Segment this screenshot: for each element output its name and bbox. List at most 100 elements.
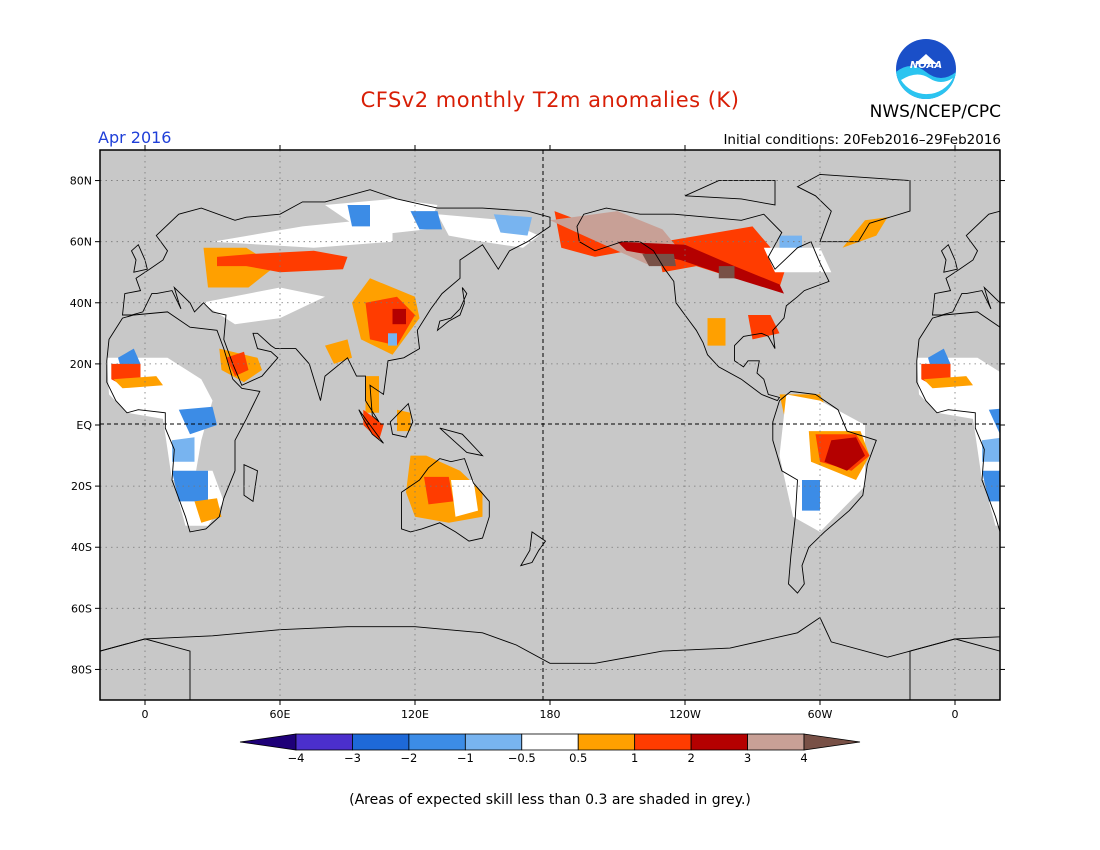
- anomaly-patch: [0, 394, 55, 532]
- anomaly-patch: [410, 211, 442, 230]
- noaa-logo: NOAA: [896, 39, 956, 99]
- anomaly-patch: [824, 437, 865, 471]
- colorbar-segment: [690, 733, 748, 751]
- axis-ticks: 80N 60N 40N 20N EQ 20S 40S 60S 80S 0 60E 120E 180 120…: [70, 145, 1005, 721]
- anomaly-patch: [0, 394, 21, 440]
- coastline-southamerica: [0, 391, 66, 593]
- colorbar-high-arrow: [803, 733, 861, 751]
- colorbar-label: 2: [687, 751, 694, 765]
- lat-label: 20N: [70, 358, 92, 371]
- lat-label: 40N: [70, 297, 92, 310]
- lat-label: 60S: [71, 602, 92, 615]
- coastline-antarctica: [100, 616, 1000, 700]
- anomaly-patch: [1011, 288, 1100, 325]
- anomaly-patch: [0, 431, 59, 480]
- colorbar: −4 −3 −2 −1 −0.5 0.5 1 2 3 4: [239, 733, 861, 765]
- coastline-greatbritain: [130, 243, 148, 273]
- anomaly-patch: [226, 351, 249, 377]
- anomaly-patches: [0, 198, 1100, 532]
- colorbar-label: 1: [631, 751, 638, 765]
- coastline-madagascar: [243, 464, 258, 503]
- agency-label: NWS/NCEP/CPC: [869, 102, 1001, 122]
- anomaly-patch: [1023, 217, 1100, 248]
- colorbar-label: −1: [457, 751, 474, 765]
- anomaly-patch: [15, 437, 56, 471]
- anomaly-patch: [763, 247, 832, 273]
- anomaly-patch: [988, 408, 1000, 435]
- anomaly-patch: [718, 266, 735, 279]
- colorbar-label: −0.5: [508, 751, 536, 765]
- anomaly-patch: [113, 376, 163, 389]
- coastline-newguinea: [439, 427, 484, 457]
- coastline-greenland: [796, 173, 911, 243]
- colorbar-segment: [464, 733, 523, 751]
- coastline-australia: [401, 458, 490, 542]
- anomaly-map: 80N 60N 40N 20N EQ 20S 40S 60S 80S 0 60E 120E 180 120…: [0, 145, 1100, 721]
- colorbar-label: −3: [344, 751, 361, 765]
- anomaly-patch: [201, 287, 325, 325]
- anomaly-patch: [217, 250, 348, 273]
- colorbar-label: −4: [288, 751, 305, 765]
- colorbar-segment: [295, 733, 353, 751]
- anomaly-patch: [365, 376, 379, 413]
- anomaly-patch: [916, 357, 1000, 480]
- gridlines: [100, 150, 1000, 700]
- anomaly-patch: [493, 214, 532, 236]
- anomaly-patch: [0, 248, 21, 272]
- lon-label: 120W: [669, 708, 701, 721]
- forecast-period: Apr 2016: [98, 128, 172, 147]
- anomaly-patch: [842, 217, 888, 248]
- coastline-eurasia: [121, 189, 551, 423]
- lat-label: 80S: [71, 663, 92, 676]
- anomaly-patch: [1036, 352, 1059, 376]
- colorbar-label: −2: [400, 751, 417, 765]
- anomaly-patch: [397, 409, 411, 432]
- colorbar-segment: [747, 733, 805, 751]
- lon-label: 120E: [401, 708, 429, 721]
- lon-label: 180: [540, 708, 561, 721]
- coastline-japan: [436, 287, 468, 332]
- lat-label: EQ: [76, 419, 92, 432]
- anomaly-patch: [388, 333, 397, 346]
- coastline-arctic_islands: [684, 180, 776, 206]
- coastline-newzealand: [519, 531, 547, 567]
- colorbar-label: 4: [800, 751, 807, 765]
- anomaly-patch: [325, 339, 352, 364]
- anomaly-patch: [707, 318, 726, 346]
- chart-title: CFSv2 monthly T2m anomalies (K): [360, 88, 740, 112]
- lat-label: 80N: [70, 175, 92, 188]
- lon-label: 0: [952, 708, 959, 721]
- colorbar-segment: [577, 733, 636, 751]
- coastline-northamerica: [576, 207, 830, 402]
- anomaly-patch: [347, 205, 370, 227]
- anomaly-patch: [923, 376, 973, 389]
- colorbar-label: 3: [744, 751, 751, 765]
- anomaly-patch: [6, 434, 60, 471]
- anomaly-patch: [424, 476, 454, 505]
- anomaly-patch: [1027, 251, 1100, 272]
- coastline-africa: [106, 311, 261, 533]
- coastline-southamerica: [772, 390, 877, 594]
- coastlines: [0, 173, 1068, 700]
- coastline-antarctica: [100, 638, 191, 700]
- colorbar-segment: [634, 733, 692, 751]
- colorbar-low-arrow: [239, 733, 297, 751]
- coastline-northamerica: [0, 208, 19, 401]
- coastline-madagascar: [1054, 465, 1068, 502]
- lon-label: 60W: [808, 708, 833, 721]
- anomaly-patch: [802, 480, 820, 511]
- coastline-greatbritain: [940, 243, 958, 273]
- lon-label: 0: [142, 708, 149, 721]
- logo-text: NOAA: [910, 60, 942, 71]
- lat-label: 60N: [70, 236, 92, 249]
- anomaly-patch: [748, 315, 780, 340]
- anomaly-patch: [172, 470, 208, 502]
- anomaly-patch: [1014, 248, 1086, 288]
- anomaly-patch: [0, 480, 10, 511]
- colorbar-segment: [352, 733, 410, 751]
- anomaly-patch: [982, 437, 1000, 462]
- lon-label: 60E: [270, 708, 291, 721]
- skill-footnote: (Areas of expected skill less than 0.3 a…: [349, 792, 751, 808]
- coastline-sumatra: [358, 409, 384, 444]
- coastline-borneo: [389, 402, 414, 438]
